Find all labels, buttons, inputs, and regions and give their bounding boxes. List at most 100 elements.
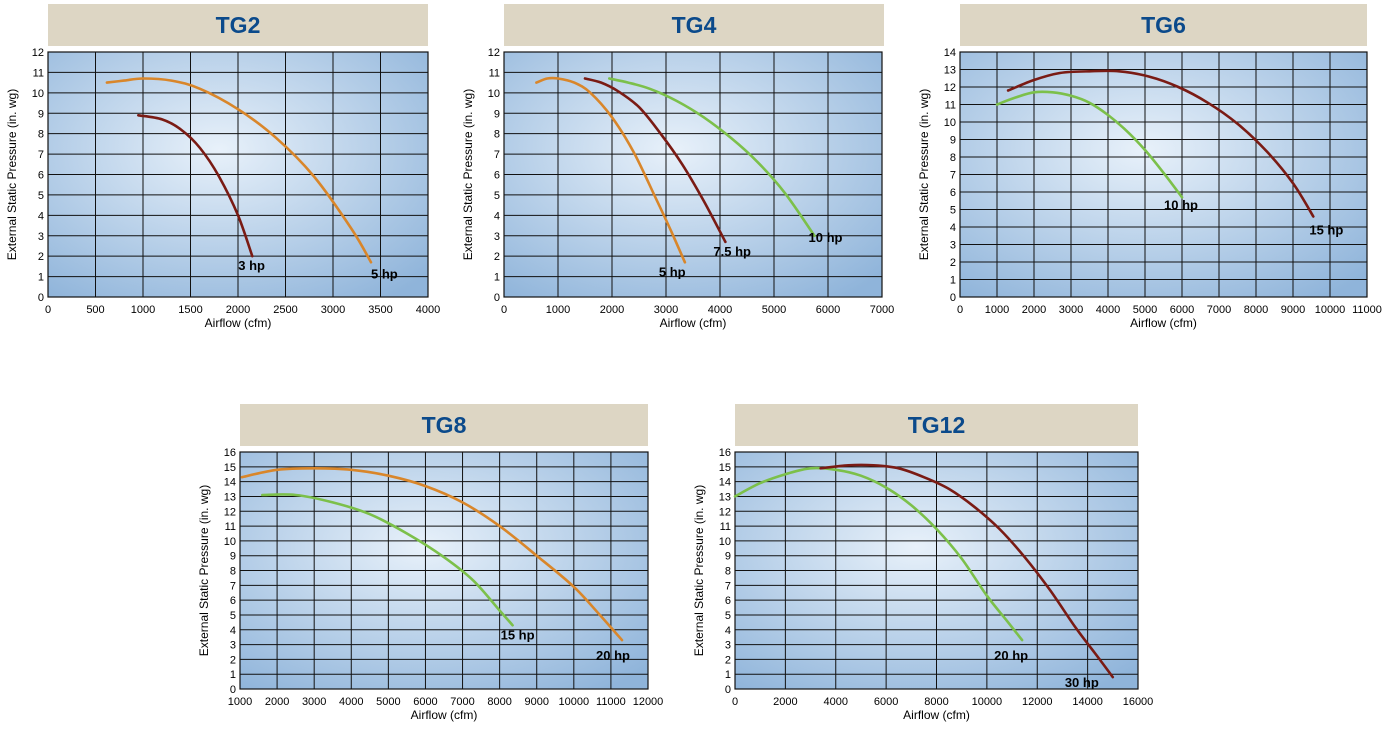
y-tick-label: 3 — [230, 640, 236, 652]
x-tick-label: 2000 — [226, 304, 250, 316]
x-tick-label: 7000 — [450, 696, 474, 708]
y-tick-label: 9 — [230, 551, 236, 563]
chart-title-tg2: TG2 — [48, 4, 428, 46]
y-tick-label: 9 — [725, 551, 731, 563]
y-tick-label: 7 — [38, 149, 44, 161]
y-tick-label: 2 — [950, 257, 956, 269]
plot-area-tg6 — [960, 52, 1367, 297]
y-tick-label: 2 — [725, 654, 731, 666]
y-tick-label: 9 — [38, 108, 44, 120]
y-tick-label: 10 — [488, 88, 500, 100]
y-tick-label: 3 — [494, 231, 500, 243]
y-tick-label: 2 — [494, 251, 500, 263]
y-tick-label: 7 — [725, 580, 731, 592]
x-axis-label: Airflow (cfm) — [411, 708, 478, 722]
x-tick-label: 12000 — [633, 696, 664, 708]
series-label-tg6-10-hp: 10 hp — [1164, 197, 1198, 212]
series-label-tg6-15-hp: 15 hp — [1309, 223, 1343, 238]
y-tick-label: 7 — [950, 170, 956, 182]
y-tick-label: 3 — [950, 240, 956, 252]
chart-title-tg8: TG8 — [240, 404, 648, 446]
y-tick-label: 1 — [494, 272, 500, 284]
x-tick-label: 6000 — [874, 696, 898, 708]
x-tick-label: 8000 — [924, 696, 948, 708]
y-tick-label: 11 — [720, 521, 731, 533]
y-tick-label: 5 — [494, 190, 500, 202]
y-tick-label: 0 — [950, 292, 956, 304]
x-tick-label: 5000 — [762, 304, 786, 316]
y-tick-label: 12 — [32, 47, 44, 59]
y-tick-label: 9 — [494, 108, 500, 120]
y-tick-label: 2 — [230, 654, 236, 666]
series-label-tg4-10-hp: 10 hp — [809, 230, 843, 245]
y-tick-label: 0 — [230, 684, 236, 696]
y-tick-label: 11 — [33, 67, 44, 79]
y-tick-label: 6 — [494, 170, 500, 182]
y-tick-label: 0 — [725, 684, 731, 696]
x-tick-label: 3000 — [302, 696, 326, 708]
chart-title-tg4: TG4 — [504, 4, 884, 46]
plot-border-tg12 — [734, 451, 1139, 690]
series-label-tg4-5-hp: 5 hp — [659, 264, 686, 279]
y-axis-label: External Static Pressure (in. wg) — [461, 89, 475, 260]
y-tick-label: 10 — [719, 536, 731, 548]
x-tick-label: 12000 — [1022, 696, 1053, 708]
y-tick-label: 8 — [950, 152, 956, 164]
y-tick-label: 4 — [950, 222, 956, 234]
series-line-tg2-3-hp — [137, 114, 254, 258]
x-tick-label: 500 — [86, 304, 104, 316]
y-tick-label: 8 — [725, 566, 731, 578]
y-tick-label: 10 — [32, 88, 44, 100]
series-line-tg8-15-hp — [261, 493, 514, 627]
plot-area-tg12 — [735, 452, 1138, 689]
x-tick-label: 3500 — [368, 304, 392, 316]
y-tick-label: 13 — [944, 65, 956, 77]
x-tick-label: 4000 — [1096, 304, 1120, 316]
plot-area-tg8 — [240, 452, 648, 689]
y-tick-label: 10 — [224, 536, 236, 548]
y-tick-label: 16 — [224, 447, 236, 459]
y-tick-label: 13 — [719, 491, 731, 503]
x-tick-label: 10000 — [559, 696, 590, 708]
y-tick-label: 9 — [950, 135, 956, 147]
x-tick-label: 2000 — [773, 696, 797, 708]
series-line-tg12-20-hp — [733, 466, 1024, 642]
x-tick-label: 4000 — [708, 304, 732, 316]
y-tick-label: 12 — [944, 82, 956, 94]
y-tick-label: 15 — [224, 462, 236, 474]
y-tick-label: 3 — [725, 640, 731, 652]
x-tick-label: 4000 — [416, 304, 440, 316]
x-tick-label: 4000 — [339, 696, 363, 708]
x-tick-label: 0 — [45, 304, 51, 316]
y-tick-label: 8 — [494, 129, 500, 141]
chart-tg2: 0 500 1000 1500 2000 2500 3000 3500 400001234567… — [5, 47, 440, 330]
x-tick-label: 1000 — [546, 304, 570, 316]
plot-area-tg4 — [504, 52, 882, 297]
series-line-tg4-5-hp — [535, 76, 687, 264]
y-tick-label: 14 — [719, 477, 731, 489]
x-tick-label: 5000 — [1133, 304, 1157, 316]
plot-area-tg2 — [48, 52, 428, 297]
series-line-tg4-7-5-hp — [583, 77, 727, 244]
series-label-tg4-7-5-hp: 7.5 hp — [713, 244, 751, 259]
series-label-tg8-20-hp: 20 hp — [596, 648, 630, 663]
y-tick-label: 5 — [725, 610, 731, 622]
y-axis-label: External Static Pressure (in. wg) — [197, 485, 211, 656]
x-tick-label: 3000 — [321, 304, 345, 316]
y-tick-label: 11 — [489, 67, 500, 79]
y-tick-label: 1 — [950, 275, 956, 287]
plot-border-tg6 — [959, 51, 1368, 298]
x-axis-label: Airflow (cfm) — [1130, 316, 1197, 330]
x-axis-label: Airflow (cfm) — [205, 316, 272, 330]
y-tick-label: 4 — [725, 625, 731, 637]
x-tick-label: 6000 — [1170, 304, 1194, 316]
series-label-tg8-15-hp: 15 hp — [501, 627, 535, 642]
y-tick-label: 0 — [38, 292, 44, 304]
x-tick-label: 7000 — [1207, 304, 1231, 316]
y-axis-label: External Static Pressure (in. wg) — [5, 89, 19, 260]
series-line-tg8-20-hp — [240, 466, 624, 642]
y-tick-label: 11 — [225, 521, 236, 533]
x-tick-label: 11000 — [596, 696, 626, 708]
chart-title-tg6: TG6 — [960, 4, 1367, 46]
